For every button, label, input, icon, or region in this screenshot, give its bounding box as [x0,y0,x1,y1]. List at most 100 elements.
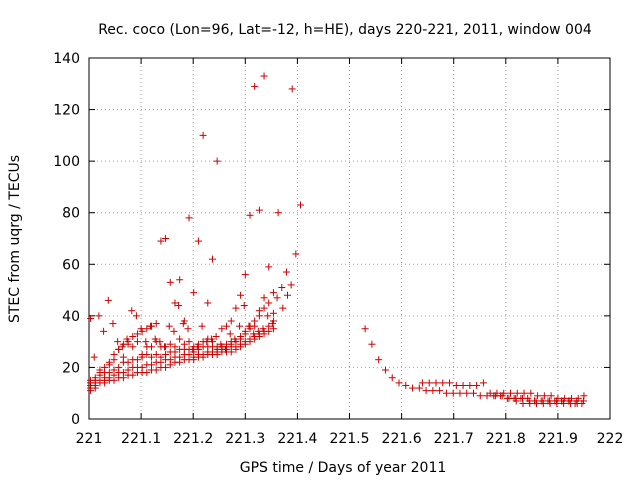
x-tick-label: 221.4 [277,431,317,447]
data-point [176,358,184,366]
data-point [165,322,173,330]
data-point [237,332,245,340]
axis-ticks: 221 221.1 221.2 221.3 221.4 221.5 221.6 221.7 22… [53,51,623,447]
data-point [260,330,268,338]
data-point [278,283,286,291]
data-point [260,304,268,312]
data-point [580,392,588,400]
data-point [269,309,277,317]
data-point [166,278,174,286]
data-point [466,381,474,389]
x-tick-label: 221 [76,431,103,447]
data-point [129,371,137,379]
x-tick-label: 221.5 [329,431,369,447]
data-point [227,348,235,356]
data-point [463,389,471,397]
data-point [166,340,174,348]
data-point [185,214,193,222]
data-point [100,327,108,335]
data-point [101,363,109,371]
data-point [129,343,137,351]
data-point [246,322,254,330]
data-point [223,322,231,330]
data-point [241,271,249,279]
data-point [143,351,151,359]
data-point [388,374,396,382]
data-point [104,296,112,304]
x-tick-label: 221.2 [173,431,213,447]
data-point [553,400,561,408]
data-point [251,317,259,325]
data-point [171,299,179,307]
data-point [251,335,259,343]
data-point [124,338,132,346]
data-point [442,389,450,397]
data-point [540,392,548,400]
x-tick-label: 221.9 [538,431,578,447]
data-point [162,363,170,371]
data-point [402,381,410,389]
data-point [128,307,136,315]
data-point [547,392,555,400]
data-point [368,340,376,348]
data-point [246,338,254,346]
data-point [255,312,263,320]
data-point [498,392,506,400]
data-point [208,255,216,263]
data-point [91,384,99,392]
data-point [190,289,198,297]
data-point [505,394,513,402]
data-point [436,387,444,395]
data-point [199,353,207,361]
data-point [90,353,98,361]
data-point [180,317,188,325]
data-point [265,263,273,271]
data-point [446,379,454,387]
data-point [138,327,146,335]
data-point [87,376,95,384]
data-point [459,381,467,389]
data-point [439,379,447,387]
data-point [190,356,198,364]
data-point [506,389,514,397]
data-point [232,304,240,312]
y-tick-label: 20 [62,360,80,376]
data-point [237,291,245,299]
data-point [526,400,534,408]
data-point [166,361,174,369]
data-point [162,235,170,242]
data-point [246,211,254,219]
data-point [269,317,277,325]
data-point [133,330,141,338]
data-point [292,250,300,258]
data-point [546,400,554,408]
data-point [573,400,581,408]
data-point [486,389,494,397]
data-point [269,325,277,333]
data-point [288,85,296,93]
data-point [148,353,156,361]
data-point [109,320,117,328]
data-point [375,356,383,364]
plot-frame [88,57,611,420]
data-point [418,379,426,387]
data-point [469,389,477,397]
data-point [381,366,389,374]
x-tick-label: 222 [597,431,624,447]
x-tick-label: 221.8 [486,431,526,447]
data-point [282,268,290,276]
data-point [87,387,95,395]
grid-lines [89,58,610,419]
data-point [237,343,245,351]
data-point [138,353,146,361]
data-point [199,131,207,139]
data-point [95,312,103,320]
data-point [152,338,160,346]
data-point [251,82,259,90]
data-point [579,397,587,405]
data-point [560,400,568,408]
data-point [422,387,430,395]
data-point [184,325,192,333]
data-point [533,400,541,408]
data-point [96,369,104,377]
